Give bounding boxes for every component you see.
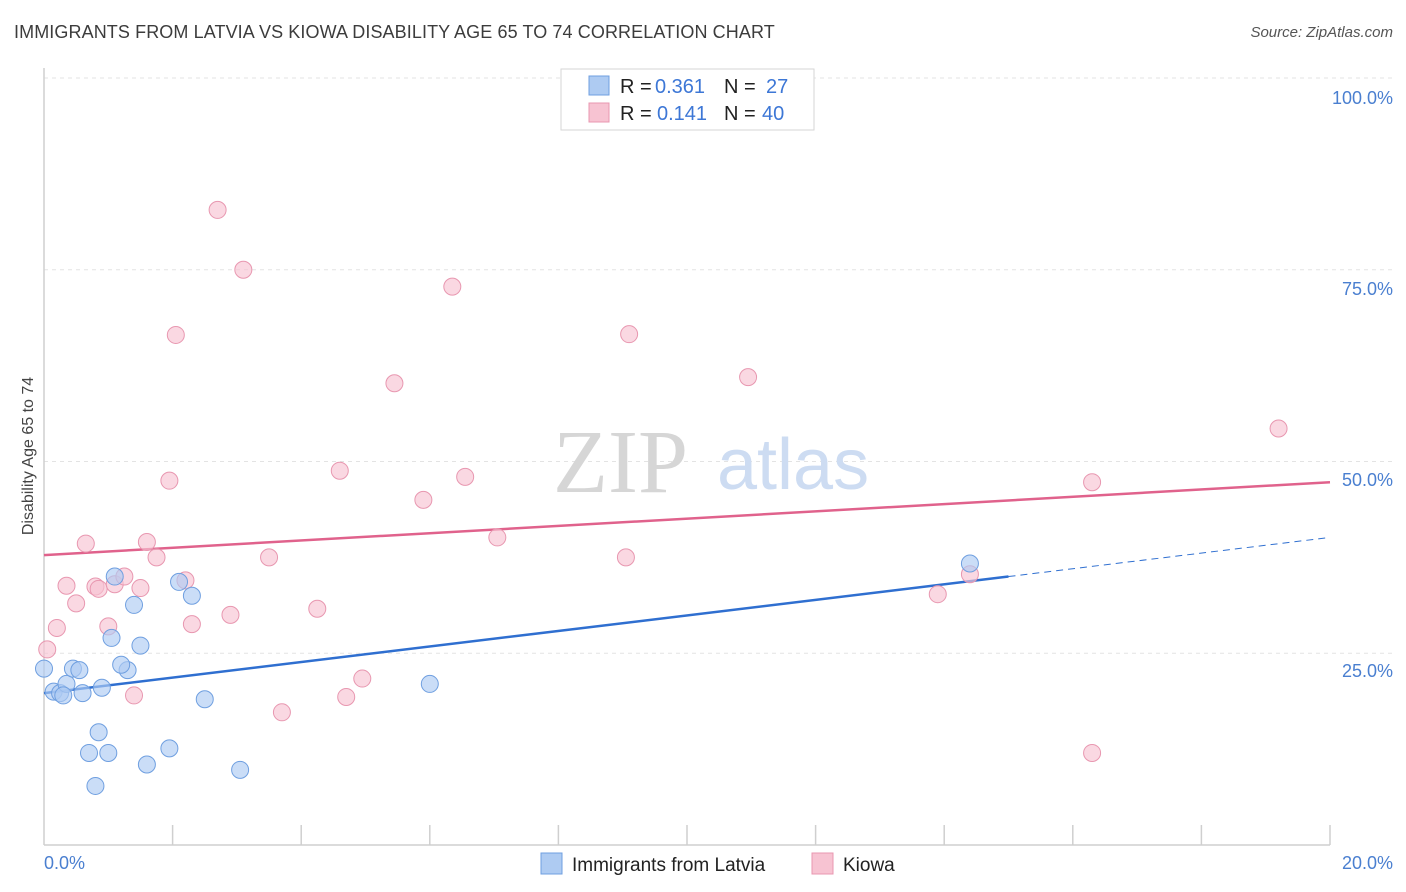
source-label: Source: ZipAtlas.com (1250, 24, 1393, 41)
kiowa-point-13 (147, 548, 166, 567)
kiowa-point-25 (337, 687, 356, 706)
legend-n-value-kiowa: 40 (762, 103, 784, 125)
latvia-point-14 (125, 595, 144, 614)
latvia-trend-line (43, 575, 1009, 695)
latvia-point-16 (137, 755, 156, 774)
legend-swatch-kiowa (588, 102, 610, 123)
latvia-point-23 (86, 776, 105, 795)
kiowa-point-15 (166, 325, 185, 344)
legend-n-label-latvia: N = (724, 76, 756, 98)
y-tick-label-75: 75.0% (1342, 279, 1393, 299)
latvia-point-19 (182, 586, 201, 605)
kiowa-point-39 (1269, 419, 1288, 438)
x-tick-label-max: 20.0% (1342, 853, 1393, 873)
kiowa-point-35 (928, 585, 947, 604)
latvia-point-10 (99, 743, 118, 762)
latvia-point-6 (73, 684, 92, 703)
latvia-point-12 (105, 567, 124, 586)
latvia-point-11 (102, 628, 121, 647)
legend-n-value-latvia: 27 (766, 76, 788, 98)
kiowa-point-38 (1083, 473, 1102, 492)
kiowa-point-18 (208, 200, 227, 219)
latvia-point-15 (131, 636, 150, 655)
kiowa-point-6 (89, 579, 108, 598)
stats-legend: R = 0.361 N = 27 R = 0.141 N = 40 (560, 68, 815, 131)
latvia-point-7 (80, 743, 99, 762)
legend-r-label-latvia: R = (620, 76, 652, 98)
bottom-legend-swatch-kiowa[interactable] (811, 852, 834, 875)
bottom-legend-label-latvia[interactable]: Immigrants from Latvia (572, 855, 766, 876)
kiowa-point-3 (67, 594, 86, 613)
latvia-point-17 (160, 739, 179, 758)
kiowa-point-32 (616, 548, 635, 567)
kiowa-point-27 (385, 374, 404, 393)
latvia-point-9 (92, 678, 111, 697)
kiowa-point-30 (456, 467, 475, 486)
bottom-legend-label-kiowa[interactable]: Kiowa (843, 855, 895, 876)
kiowa-point-28 (414, 490, 433, 509)
x-axis-ticks (171, 825, 1331, 845)
kiowa-point-24 (330, 461, 349, 480)
latvia-point-22 (420, 674, 439, 693)
watermark-zip: ZIP (553, 413, 688, 512)
kiowa-point-22 (272, 703, 291, 722)
kiowa-point-2 (57, 576, 76, 595)
kiowa-point-34 (739, 368, 758, 387)
chart-title: IMMIGRANTS FROM LATVIA VS KIOWA DISABILI… (14, 22, 775, 42)
latvia-point-8 (89, 723, 108, 742)
latvia-point-0 (35, 659, 53, 678)
kiowa-point-23 (308, 599, 327, 618)
kiowa-point-33 (620, 325, 639, 344)
latvia-point-25 (54, 686, 73, 705)
kiowa-point-10 (125, 686, 144, 705)
kiowa-point-4 (76, 534, 95, 553)
legend-swatch-latvia (588, 75, 610, 96)
trend-lines (43, 480, 1331, 695)
y-tick-label-50: 50.0% (1342, 470, 1393, 490)
kiowa-point-14 (160, 471, 179, 490)
latvia-point-5 (70, 661, 89, 680)
latvia-point-20 (195, 690, 214, 709)
x-tick-label-min: 0.0% (44, 853, 85, 873)
gridlines (44, 77, 1392, 654)
latvia-point-21 (231, 760, 250, 779)
legend-r-value-latvia: 0.361 (655, 76, 705, 98)
kiowa-point-12 (137, 533, 156, 552)
series-legend: Immigrants from Latvia Kiowa (540, 852, 895, 876)
y-axis-label: Disability Age 65 to 74 (20, 377, 37, 535)
latvia-trend-extension (1008, 536, 1331, 578)
latvia-points (35, 554, 979, 795)
kiowa-points (38, 200, 1288, 762)
kiowa-point-1 (47, 618, 66, 637)
kiowa-point-0 (38, 640, 57, 659)
kiowa-point-29 (443, 277, 462, 296)
watermark-atlas: atlas (717, 425, 869, 505)
legend-r-label-kiowa: R = (620, 103, 652, 125)
kiowa-point-21 (260, 548, 279, 567)
kiowa-point-31 (488, 528, 507, 547)
kiowa-point-37 (1083, 743, 1102, 762)
legend-n-label-kiowa: N = (724, 103, 756, 125)
kiowa-point-26 (353, 669, 372, 688)
kiowa-point-17 (182, 615, 201, 634)
latvia-point-24 (112, 655, 131, 674)
kiowa-point-20 (234, 260, 253, 279)
latvia-point-26 (960, 554, 979, 573)
y-tick-label-100: 100.0% (1332, 88, 1393, 108)
legend-r-value-kiowa: 0.141 (657, 103, 707, 125)
latvia-point-18 (170, 572, 189, 591)
kiowa-trend-line (43, 480, 1331, 557)
y-tick-label-25: 25.0% (1342, 661, 1393, 681)
kiowa-point-11 (131, 579, 150, 598)
kiowa-point-19 (221, 605, 240, 624)
bottom-legend-swatch-latvia[interactable] (540, 852, 563, 875)
